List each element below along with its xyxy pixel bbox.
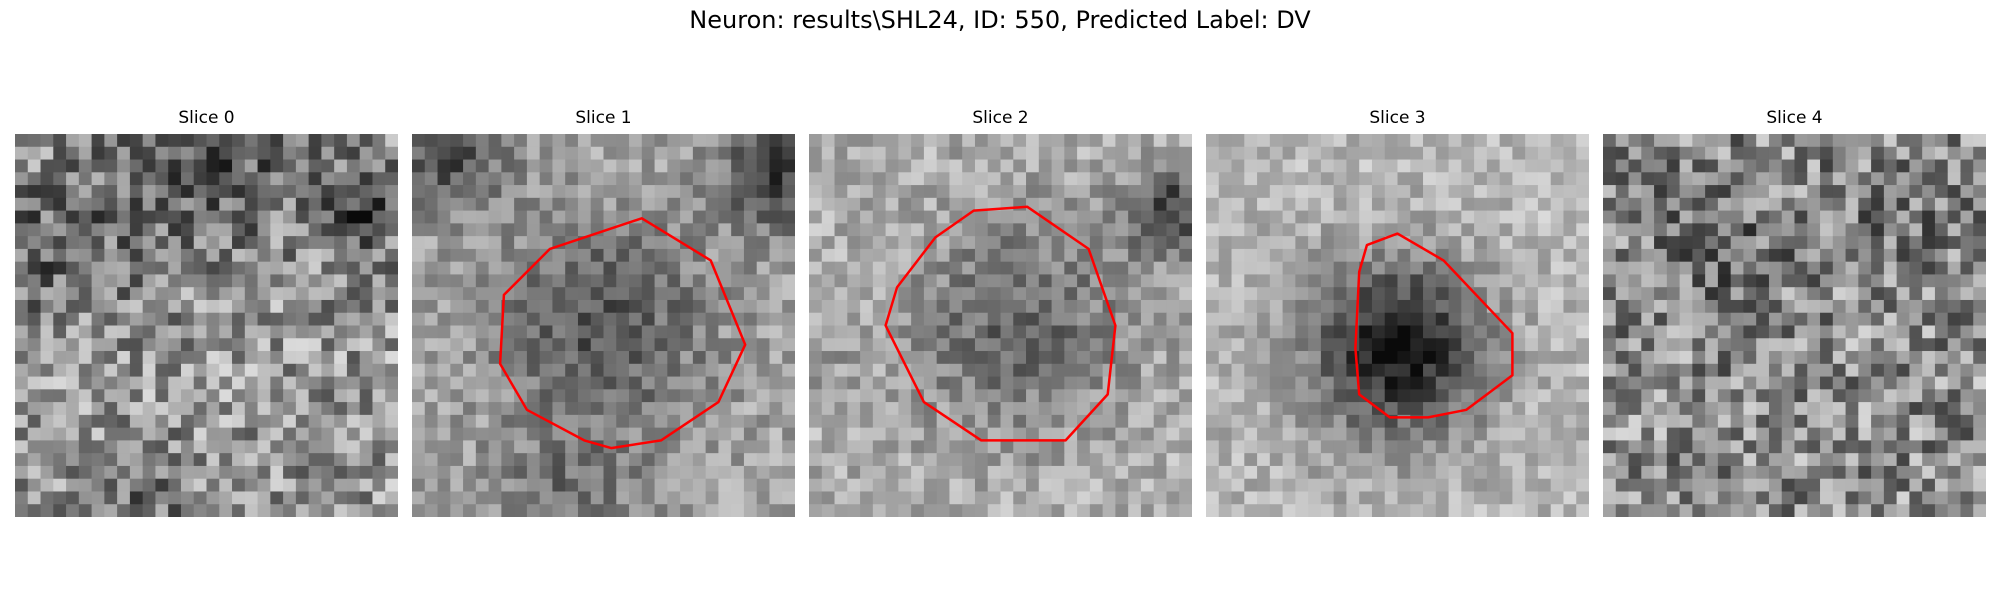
neuron-contour-slice-1 bbox=[498, 217, 747, 450]
neuron-contour-slice-3 bbox=[1354, 232, 1514, 419]
panel-title-slice-2: Slice 2 bbox=[972, 108, 1029, 128]
slice-1-image bbox=[412, 134, 795, 517]
panel-title-slice-3: Slice 3 bbox=[1369, 108, 1426, 128]
panel-slice-3: Slice 3 bbox=[1206, 108, 1589, 518]
panel-title-slice-4: Slice 4 bbox=[1766, 108, 1823, 128]
panel-title-slice-0: Slice 0 bbox=[178, 108, 235, 128]
panel-slice-4: Slice 4 bbox=[1603, 108, 1986, 518]
panel-title-slice-1: Slice 1 bbox=[575, 108, 632, 128]
figure-title: Neuron: results\SHL24, ID: 550, Predicte… bbox=[689, 6, 1311, 34]
panel-slice-1: Slice 1 bbox=[412, 108, 795, 518]
panel-slice-0: Slice 0 bbox=[15, 108, 398, 518]
neuron-contour-slice-2 bbox=[884, 205, 1117, 442]
slice-4-image bbox=[1603, 134, 1986, 517]
slice-3-image bbox=[1206, 134, 1589, 517]
slice-2-image bbox=[809, 134, 1192, 517]
slice-0-image bbox=[15, 134, 398, 517]
panel-slice-2: Slice 2 bbox=[809, 108, 1192, 518]
